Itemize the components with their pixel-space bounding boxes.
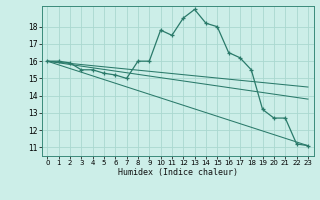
X-axis label: Humidex (Indice chaleur): Humidex (Indice chaleur) [118,168,237,177]
